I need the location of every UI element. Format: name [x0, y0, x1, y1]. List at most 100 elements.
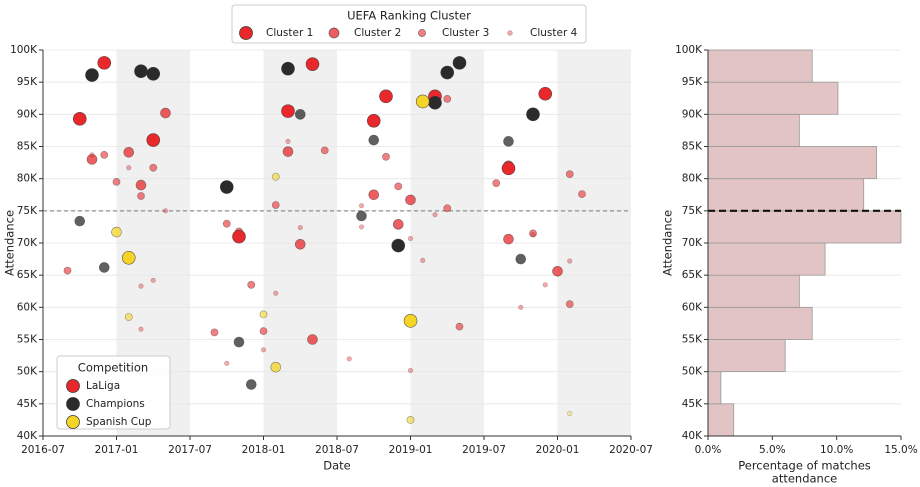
x-tick-label: 2017-01	[95, 444, 139, 456]
data-point	[219, 180, 234, 194]
legend-label: Spanish Cup	[86, 416, 152, 428]
y-tick-label: 85K	[17, 141, 38, 153]
data-point	[294, 238, 306, 250]
y-tick-label: 40K	[682, 430, 703, 442]
data-point	[368, 189, 380, 201]
y-tick-label: 100K	[675, 44, 703, 56]
legend-label: Cluster 2	[354, 27, 401, 39]
x-tick-label: 2020-01	[536, 444, 580, 456]
y-tick-label: 60K	[682, 301, 703, 313]
data-point	[150, 277, 156, 283]
legend-title: UEFA Ranking Cluster	[347, 9, 471, 23]
legend-label: Champions	[86, 398, 145, 410]
data-point	[111, 226, 122, 238]
data-point	[210, 328, 219, 337]
data-point	[281, 61, 295, 76]
data-point	[455, 322, 464, 331]
y-tick-label: 55K	[17, 334, 38, 346]
axes-frame	[707, 50, 901, 437]
data-point	[98, 262, 110, 273]
data-point	[285, 138, 291, 144]
y-tick-label: 80K	[17, 173, 38, 185]
data-point	[567, 410, 573, 417]
y-tick-label: 75K	[682, 205, 703, 217]
data-point	[368, 134, 380, 146]
data-point	[356, 210, 367, 222]
data-point	[149, 163, 158, 172]
x-tick-label: 2016-07	[21, 444, 65, 456]
x-tick-label: 2017-07	[168, 444, 212, 456]
histogram-bar	[707, 242, 826, 276]
data-point	[366, 113, 381, 128]
data-point	[307, 334, 318, 345]
x-axis-label: Percentage of matches	[738, 459, 871, 473]
data-point	[379, 89, 393, 104]
data-point	[542, 282, 548, 288]
data-point	[271, 172, 280, 181]
y-tick-label: 75K	[17, 205, 38, 217]
data-point	[282, 146, 294, 157]
data-point	[443, 94, 452, 103]
data-point	[578, 190, 586, 199]
data-point	[428, 95, 442, 110]
histogram-bar	[707, 146, 877, 180]
histogram-bar	[707, 113, 800, 147]
histogram-bar	[707, 210, 902, 244]
data-point	[232, 229, 246, 244]
legend-title: Competition	[78, 361, 148, 375]
data-point	[420, 257, 426, 263]
data-point	[440, 65, 455, 80]
data-point	[565, 300, 574, 309]
y-tick-label: 85K	[682, 141, 703, 153]
data-point	[126, 165, 132, 171]
data-point	[135, 179, 147, 191]
y-tick-label: 80K	[682, 173, 703, 185]
data-point	[515, 253, 527, 265]
histogram-bar	[707, 403, 735, 437]
y-axis-label: Attendance	[661, 210, 675, 276]
y-tick-label: 95K	[682, 76, 703, 88]
data-point	[271, 201, 280, 209]
x-tick-label: 2020-07	[609, 444, 653, 456]
data-point	[530, 232, 536, 238]
histogram-bar	[707, 178, 865, 212]
data-point	[518, 304, 524, 310]
data-point	[123, 146, 135, 158]
data-point	[294, 109, 306, 120]
y-tick-label: 90K	[682, 108, 703, 120]
data-point	[63, 266, 72, 275]
data-point	[503, 136, 514, 147]
y-tick-label: 50K	[682, 366, 703, 378]
data-point	[382, 152, 390, 161]
data-point	[503, 233, 514, 245]
data-point	[346, 356, 352, 362]
x-tick-label: 2019-07	[462, 444, 506, 456]
data-point	[137, 192, 145, 200]
data-point	[259, 327, 268, 336]
y-tick-label: 40K	[17, 430, 38, 442]
legend-box	[231, 4, 587, 44]
data-point	[565, 170, 574, 179]
data-point	[72, 112, 87, 126]
y-tick-label: 70K	[17, 237, 38, 249]
x-tick-label: 5.0%	[759, 444, 786, 456]
legend-marker	[507, 30, 513, 36]
data-point	[247, 280, 256, 289]
data-point	[567, 258, 573, 264]
legend-marker	[66, 379, 80, 393]
y-tick-label: 65K	[682, 269, 703, 281]
y-tick-label: 55K	[682, 334, 703, 346]
data-point	[260, 347, 267, 353]
y-tick-label: 100K	[10, 44, 38, 56]
legend-marker	[66, 397, 80, 411]
data-point	[305, 57, 320, 71]
data-point	[394, 182, 403, 191]
y-tick-label: 60K	[17, 301, 38, 313]
x-tick-label: 0.0%	[695, 444, 722, 456]
x-tick-label: 2018-07	[315, 444, 359, 456]
legend-label: LaLiga	[86, 380, 120, 392]
data-point	[134, 64, 148, 79]
data-point	[526, 107, 540, 122]
y-tick-label: 45K	[682, 398, 703, 410]
